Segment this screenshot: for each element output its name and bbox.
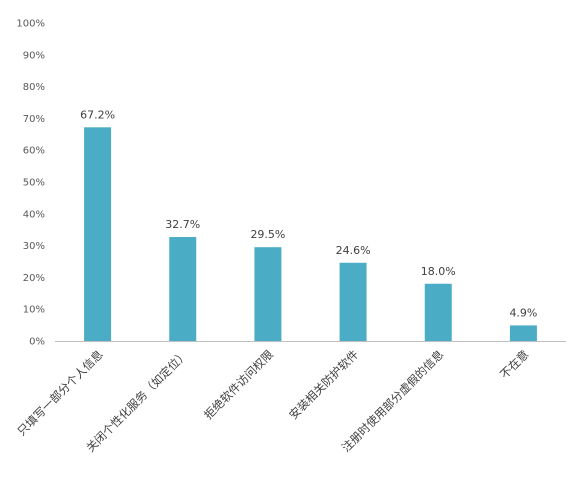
y-tick-label: 40%: [23, 209, 45, 220]
x-tick-label: 关闭个性化服务（如定位）: [83, 347, 190, 454]
x-tick-label: 注册时使用部分虚假的信息: [339, 347, 446, 454]
bar: [254, 247, 282, 341]
bar: [169, 237, 197, 341]
bar-value-label: 29.5%: [250, 228, 285, 241]
x-tick-label: 不在意: [497, 347, 531, 381]
y-tick-label: 10%: [23, 305, 45, 316]
y-tick-label: 30%: [23, 241, 45, 252]
bar-value-label: 32.7%: [165, 218, 200, 231]
bar-value-label: 24.6%: [336, 244, 371, 257]
y-tick-label: 90%: [23, 50, 45, 61]
y-tick-label: 100%: [16, 19, 45, 30]
bar: [84, 127, 112, 341]
y-tick-label: 70%: [23, 114, 45, 125]
x-tick-label: 只填写一部分个人信息: [14, 347, 105, 438]
bar: [339, 262, 367, 341]
x-tick-label: 安装相关防护软件: [286, 347, 361, 422]
bars: [84, 127, 537, 341]
y-tick-label: 60%: [23, 146, 45, 157]
bar: [509, 325, 537, 341]
data-labels: 67.2% 32.7% 29.5% 24.6% 18.0% 4.9%: [80, 108, 537, 319]
y-axis-ticks: 0% 10% 20% 30% 40% 50% 60% 70% 80% 90% 100%: [16, 19, 45, 348]
y-tick-label: 80%: [23, 82, 45, 93]
bar-value-label: 4.9%: [509, 306, 537, 319]
y-tick-label: 50%: [23, 178, 45, 189]
y-tick-label: 20%: [23, 273, 45, 284]
bar-value-label: 18.0%: [421, 265, 456, 278]
bar-value-label: 67.2%: [80, 108, 115, 121]
x-tick-label: 拒绝软件访问权限: [201, 347, 276, 422]
bar: [424, 283, 452, 341]
y-tick-label: 0%: [29, 337, 45, 348]
